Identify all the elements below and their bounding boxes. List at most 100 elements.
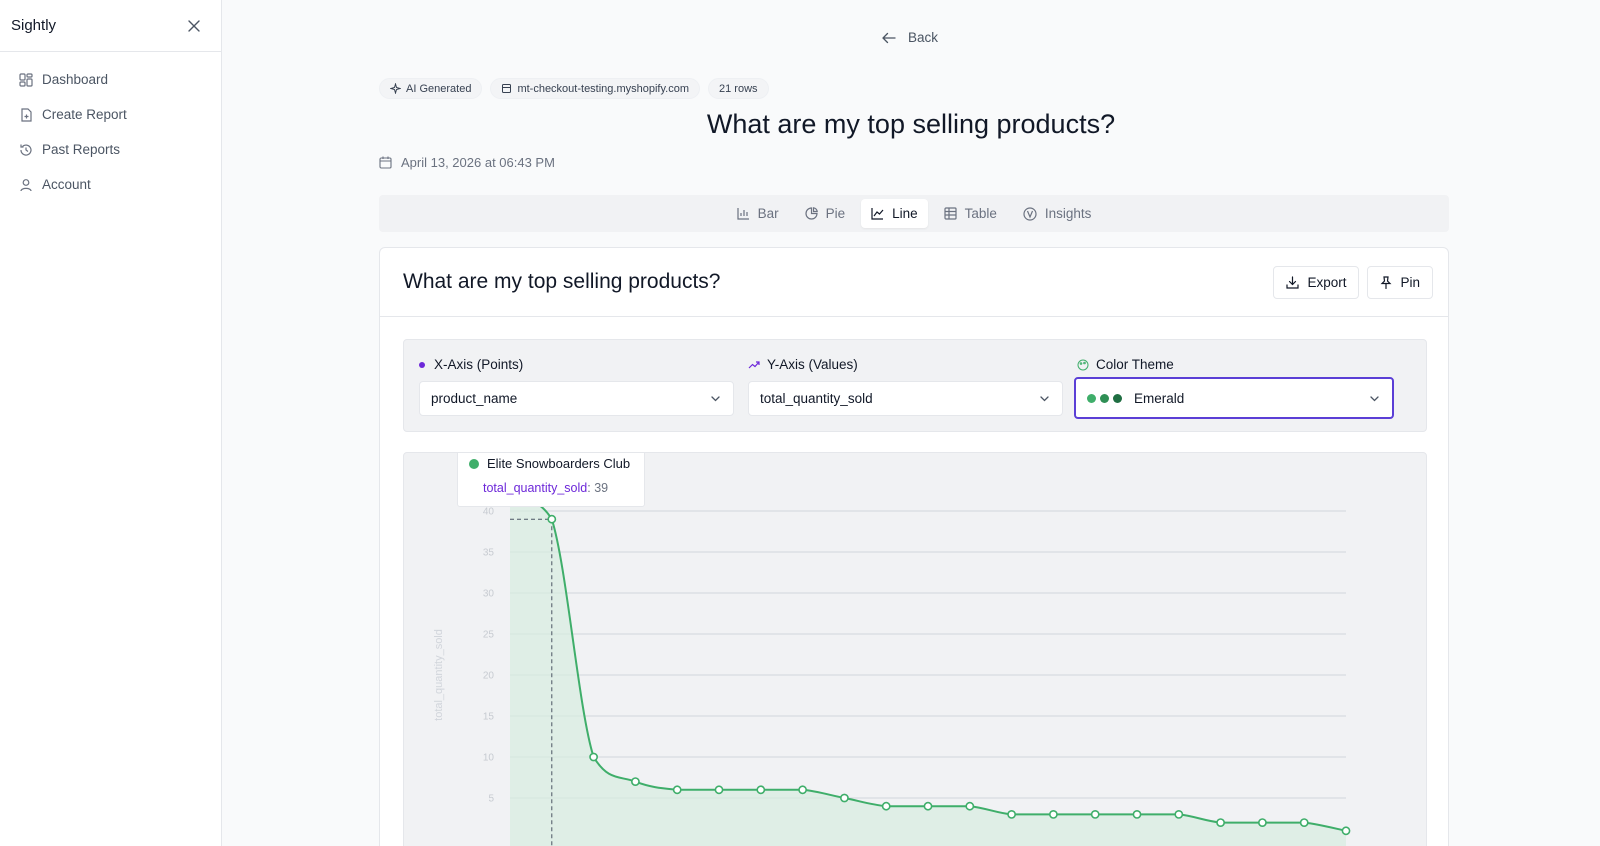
data-point	[547, 514, 557, 524]
data-point	[589, 752, 598, 762]
tooltip-title-text: Elite Snowboarders Club	[487, 456, 631, 471]
data-point	[1216, 818, 1225, 827]
card-title: What are my top selling products?	[403, 270, 721, 293]
y-axis-select[interactable]: total_quantity_sold	[748, 381, 1063, 416]
color-theme-label: Color Theme	[1077, 357, 1174, 372]
date-label: April 13, 2026 at 06:43 PM	[401, 155, 555, 170]
tooltip-title: Elite Snowboarders Club	[469, 456, 633, 471]
sidebar-item-label: Past Reports	[42, 142, 121, 157]
tab-line[interactable]: Line	[861, 199, 928, 228]
x-axis-label: X-Axis (Points)	[419, 357, 523, 372]
page-scrollbar[interactable]	[1591, 0, 1597, 846]
data-point	[672, 785, 682, 795]
sidebar-nav: Dashboard Create Report Past Reports Acc…	[0, 52, 221, 202]
data-point	[1007, 809, 1016, 819]
tab-insights[interactable]: Insights	[1013, 199, 1102, 228]
ai-generated-badge: AI Generated	[379, 78, 483, 99]
data-point	[1174, 809, 1184, 819]
data-point	[1090, 809, 1100, 819]
close-icon[interactable]	[187, 19, 201, 33]
grid-icon	[19, 72, 33, 87]
data-point	[881, 801, 891, 811]
data-point	[630, 777, 640, 786]
y-axis-label-text: Y-Axis (Values)	[767, 357, 858, 372]
brand-name: Sightly	[11, 17, 57, 34]
chevron-down-icon	[1040, 396, 1049, 402]
back-button[interactable]: Back	[882, 30, 938, 45]
series-dot-icon	[469, 458, 479, 469]
x-axis-label-text: X-Axis (Points)	[434, 357, 524, 372]
x-axis-value: product_name	[431, 391, 518, 406]
sidebar-item-dashboard[interactable]: Dashboard	[0, 62, 221, 97]
main-content: Back AI Generated mt-checkout-testing.my…	[222, 0, 1600, 846]
data-point	[1132, 809, 1142, 819]
swatch-icon	[1100, 393, 1109, 403]
swatch-icon	[1113, 393, 1122, 403]
color-theme-value: Emerald	[1134, 390, 1185, 406]
tab-label: Pie	[825, 206, 846, 221]
chevron-down-icon	[711, 396, 720, 402]
y-tick-label: 40	[483, 507, 495, 518]
y-tick-label: 20	[483, 671, 495, 682]
report-meta-chips: AI Generated mt-checkout-testing.myshopi…	[379, 78, 769, 99]
tab-pie[interactable]: Pie	[795, 199, 856, 228]
sidebar-header: Sightly	[0, 0, 221, 52]
trending-up-icon	[748, 361, 760, 369]
pin-label: Pin	[1400, 274, 1420, 290]
chevron-down-icon	[1370, 396, 1379, 402]
tab-label: Line	[892, 206, 918, 221]
tab-label: Bar	[757, 206, 779, 221]
palette-icon	[1077, 359, 1089, 370]
arrow-left-icon	[882, 32, 896, 43]
y-tick-label: 15	[483, 712, 495, 723]
chart-controls: X-Axis (Points) product_name Y-Axis (Val…	[403, 339, 1427, 432]
chip-label: 21 rows	[719, 82, 758, 95]
color-theme-label-text: Color Theme	[1096, 357, 1174, 372]
sidebar-item-label: Create Report	[42, 107, 127, 122]
data-point	[923, 801, 933, 811]
y-tick-label: 35	[483, 548, 495, 559]
history-icon	[20, 143, 32, 156]
sidebar-item-account[interactable]: Account	[0, 167, 221, 202]
chart-card: What are my top selling products? Export…	[379, 247, 1449, 846]
data-point	[798, 785, 807, 795]
pin-button[interactable]: Pin	[1367, 265, 1433, 299]
line-chart[interactable]: 5 10 15 20 25 30 35 40 total_quantity_sold	[404, 453, 1427, 846]
swatch-icon	[1087, 393, 1096, 403]
sidebar: Sightly Dashboard Create Report Past Rep…	[0, 0, 222, 846]
sidebar-item-create-report[interactable]: Create Report	[0, 97, 221, 132]
data-point	[839, 793, 849, 803]
data-point	[1258, 818, 1267, 827]
pie-chart-icon	[805, 207, 818, 220]
data-point	[965, 801, 975, 811]
store-icon	[502, 84, 512, 93]
tooltip-key: total_quantity_sold	[483, 481, 588, 495]
sidebar-item-past-reports[interactable]: Past Reports	[0, 132, 221, 167]
rows-badge: 21 rows	[708, 78, 769, 99]
tab-label: Insights	[1044, 206, 1092, 221]
table-icon	[944, 207, 957, 220]
export-button[interactable]: Export	[1273, 265, 1360, 299]
data-point	[756, 785, 766, 795]
series-line	[509, 493, 1347, 832]
user-icon	[20, 178, 32, 191]
y-tick-label: 10	[483, 753, 495, 764]
chart-type-tabs: Bar Pie Line Table Insights	[379, 195, 1449, 232]
sidebar-item-label: Dashboard	[42, 72, 109, 87]
line-chart-area[interactable]: 5 10 15 20 25 30 35 40 total_quantity_sold Elite…	[403, 452, 1427, 846]
tab-label: Table	[964, 206, 997, 221]
page-title: What are my top selling products?	[706, 109, 1116, 139]
insights-icon	[1023, 206, 1037, 221]
tab-table[interactable]: Table	[934, 199, 1007, 228]
sparkle-icon	[390, 83, 401, 94]
data-point	[1049, 809, 1058, 819]
card-actions: Export Pin	[1273, 265, 1433, 299]
tooltip-row: total_quantity_sold: 39	[483, 481, 609, 495]
y-axis-value: total_quantity_sold	[760, 391, 873, 406]
y-axis-title: total_quantity_sold	[433, 629, 445, 721]
tab-bar[interactable]: Bar	[727, 199, 789, 228]
y-tick-label: 5	[488, 794, 494, 805]
area-fill	[510, 494, 1346, 846]
color-theme-select[interactable]: Emerald	[1074, 377, 1394, 419]
x-axis-select[interactable]: product_name	[419, 381, 734, 416]
